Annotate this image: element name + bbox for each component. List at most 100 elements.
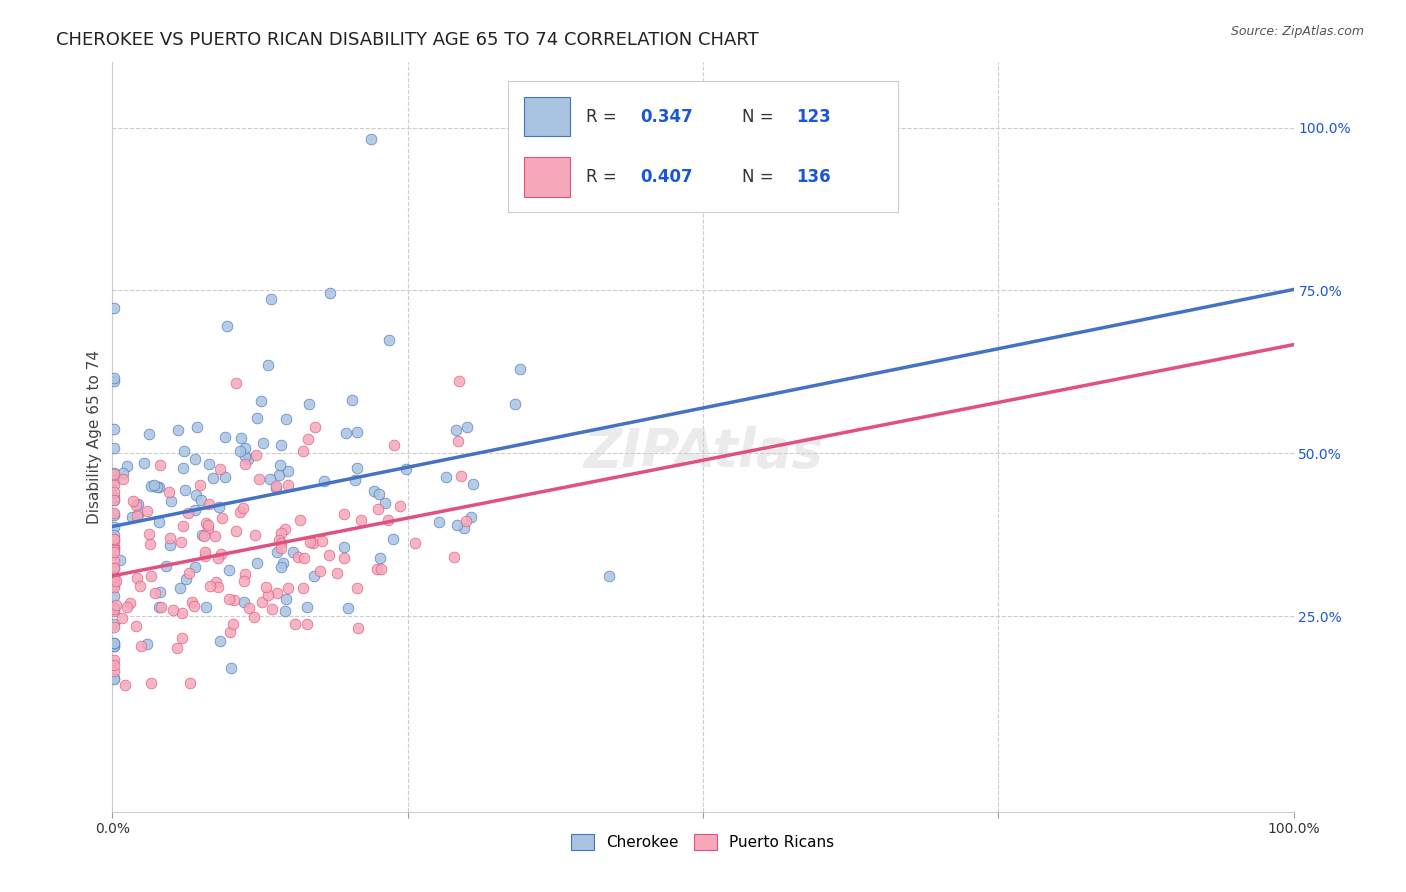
Cherokee [115, 459, 138, 474]
Cherokee [235, 441, 257, 455]
Puerto Ricans [250, 595, 273, 609]
Puerto Ricans [243, 528, 266, 542]
Puerto Ricans [118, 596, 141, 610]
Puerto Ricans [232, 500, 254, 515]
Cherokee [103, 590, 125, 604]
Puerto Ricans [103, 532, 125, 546]
Cherokee [259, 471, 281, 485]
Cherokee [103, 371, 125, 385]
Cherokee [274, 412, 297, 426]
Puerto Ricans [103, 467, 125, 481]
Puerto Ricans [266, 586, 288, 600]
Puerto Ricans [103, 664, 125, 678]
Cherokee [103, 493, 125, 508]
Cherokee [184, 488, 207, 502]
Cherokee [264, 481, 287, 495]
Puerto Ricans [103, 534, 125, 549]
Puerto Ricans [197, 517, 219, 532]
Puerto Ricans [103, 620, 125, 634]
Puerto Ricans [247, 472, 270, 486]
Puerto Ricans [138, 526, 160, 541]
Cherokee [103, 422, 125, 436]
Cherokee [103, 441, 125, 455]
Cherokee [319, 285, 342, 300]
Puerto Ricans [225, 524, 247, 539]
Cherokee [337, 600, 360, 615]
Puerto Ricans [114, 678, 136, 692]
Puerto Ricans [127, 571, 149, 585]
Puerto Ricans [294, 551, 316, 566]
Puerto Ricans [298, 535, 321, 549]
Cherokee [103, 467, 125, 481]
Puerto Ricans [103, 543, 125, 558]
Puerto Ricans [233, 457, 256, 471]
Puerto Ricans [292, 581, 315, 595]
Puerto Ricans [103, 532, 125, 546]
Cherokee [374, 496, 396, 510]
Puerto Ricans [103, 604, 125, 618]
Puerto Ricans [103, 541, 125, 556]
Cherokee [160, 493, 183, 508]
Puerto Ricans [276, 581, 298, 595]
Cherokee [273, 556, 295, 570]
Puerto Ricans [446, 434, 468, 448]
Puerto Ricans [177, 566, 200, 581]
Puerto Ricans [297, 617, 319, 632]
Cherokee [194, 600, 217, 615]
Cherokee [148, 599, 170, 614]
Cherokee [148, 516, 170, 530]
Cherokee [139, 479, 162, 493]
Puerto Ricans [125, 619, 148, 633]
Puerto Ricans [177, 506, 200, 520]
Puerto Ricans [125, 498, 148, 512]
Cherokee [236, 451, 259, 466]
Puerto Ricans [159, 531, 181, 545]
Cherokee [169, 581, 191, 595]
Puerto Ricans [172, 518, 194, 533]
Puerto Ricans [366, 562, 388, 576]
Puerto Ricans [290, 513, 312, 527]
Puerto Ricans [267, 533, 290, 548]
Y-axis label: Disability Age 65 to 74: Disability Age 65 to 74 [87, 350, 103, 524]
Cherokee [378, 333, 401, 347]
Puerto Ricans [291, 443, 314, 458]
Cherokee [190, 493, 212, 508]
Cherokee [444, 423, 467, 437]
Cherokee [360, 132, 382, 146]
Puerto Ricans [103, 578, 125, 592]
Cherokee [146, 480, 169, 494]
Cherokee [218, 563, 240, 577]
Puerto Ricans [370, 562, 392, 576]
Cherokee [198, 457, 221, 471]
Cherokee [183, 452, 205, 467]
Puerto Ricans [350, 513, 373, 527]
Cherokee [127, 507, 149, 521]
Text: Source: ZipAtlas.com: Source: ZipAtlas.com [1230, 25, 1364, 38]
Cherokee [215, 318, 238, 333]
Puerto Ricans [205, 574, 228, 589]
Puerto Ricans [207, 581, 229, 595]
Puerto Ricans [183, 599, 205, 613]
Cherokee [103, 520, 125, 534]
Cherokee [509, 362, 531, 376]
Cherokee [460, 509, 482, 524]
Puerto Ricans [260, 602, 283, 616]
Cherokee [260, 292, 283, 306]
Cherokee [173, 483, 195, 498]
Puerto Ricans [266, 479, 288, 493]
Cherokee [103, 639, 125, 653]
Puerto Ricans [270, 525, 292, 540]
Cherokee [103, 601, 125, 615]
Puerto Ricans [103, 658, 125, 673]
Puerto Ricans [179, 676, 201, 690]
Puerto Ricans [193, 528, 215, 542]
Cherokee [298, 397, 321, 411]
Cherokee [103, 561, 125, 575]
Cherokee [201, 471, 224, 485]
Puerto Ricans [218, 591, 240, 606]
Text: ZIPAtlas: ZIPAtlas [583, 426, 823, 478]
Puerto Ricans [103, 506, 125, 520]
Cherokee [381, 532, 404, 546]
Cherokee [208, 500, 231, 515]
Cherokee [277, 464, 299, 478]
